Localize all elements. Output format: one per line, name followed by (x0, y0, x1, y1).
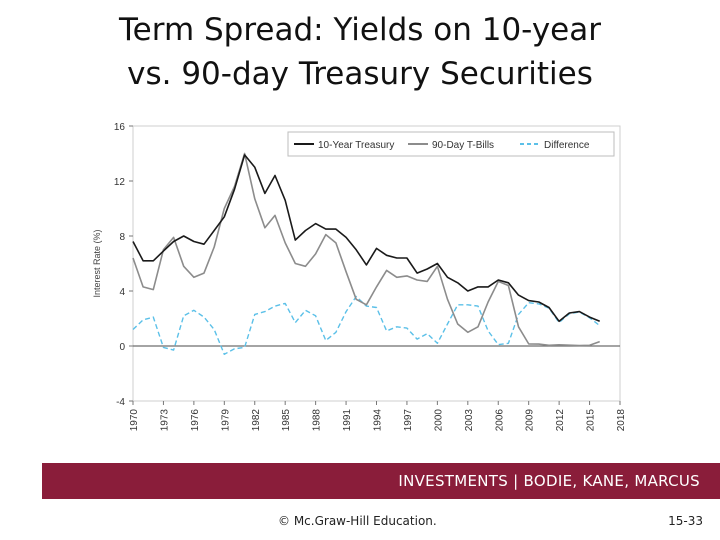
publisher-banner: INVESTMENTS | BODIE, KANE, MARCUS (42, 463, 720, 499)
x-tick-label: 1970 (129, 409, 140, 432)
x-tick-label: 2003 (464, 409, 475, 432)
x-tick-label: 2006 (494, 409, 505, 432)
x-tick-label: 2015 (586, 409, 597, 432)
title-line-1: Term Spread: Yields on 10-year (119, 12, 601, 48)
legend-label: 10-Year Treasury (318, 140, 394, 151)
series-line-10-year-treasury (132, 154, 601, 323)
title-line-2: vs. 90-day Treasury Securities (127, 56, 593, 92)
x-tick-label: 2009 (525, 409, 536, 432)
slide-title: Term Spread: Yields on 10-year vs. 90-da… (0, 8, 720, 96)
x-tick-label: 2000 (433, 409, 444, 432)
x-tick-label: 1994 (373, 409, 384, 432)
x-tick-label: 1991 (342, 409, 353, 432)
plot-area (132, 125, 621, 402)
legend-label: Difference (544, 140, 590, 151)
chart-axes: -4 0 4 8 12 16 1970 1973 1976 1979 1982 1985 1988 199… (92, 122, 627, 431)
y-tick-label: -4 (116, 397, 125, 408)
y-tick-label: 8 (119, 232, 125, 243)
x-tick-label: 1982 (251, 409, 262, 432)
chart-legend: 10-Year Treasury 90-Day T-Bills Difference (287, 131, 615, 157)
x-tick-label: 1973 (159, 409, 170, 432)
x-tick-label: 1985 (281, 409, 292, 432)
y-tick-label: 16 (114, 122, 126, 133)
page-number: 15-33 (668, 514, 703, 528)
x-tick-label: 2018 (616, 409, 627, 432)
series-line-difference (132, 295, 601, 356)
term-spread-chart: -4 0 4 8 12 16 1970 1973 1976 1979 1982 1985 1988 199… (92, 122, 627, 431)
chart-series (132, 152, 601, 356)
x-tick-label: 1979 (220, 409, 231, 432)
x-tick-label: 1988 (312, 409, 323, 432)
series-line-90-day-t-bills (132, 152, 600, 347)
y-tick-label: 12 (114, 177, 126, 188)
legend-label: 90-Day T-Bills (432, 140, 494, 151)
y-axis-label: Interest Rate (%) (92, 229, 102, 297)
legend-box (287, 131, 615, 157)
banner-text: INVESTMENTS | BODIE, KANE, MARCUS (398, 472, 700, 490)
x-tick-label: 1976 (190, 409, 201, 432)
y-tick-label: 0 (119, 342, 125, 353)
x-tick-label: 2012 (555, 409, 566, 432)
y-tick-label: 4 (119, 287, 125, 298)
x-tick-label: 1997 (403, 409, 414, 432)
copyright-notice: © Mc.Graw-Hill Education. (278, 514, 437, 528)
